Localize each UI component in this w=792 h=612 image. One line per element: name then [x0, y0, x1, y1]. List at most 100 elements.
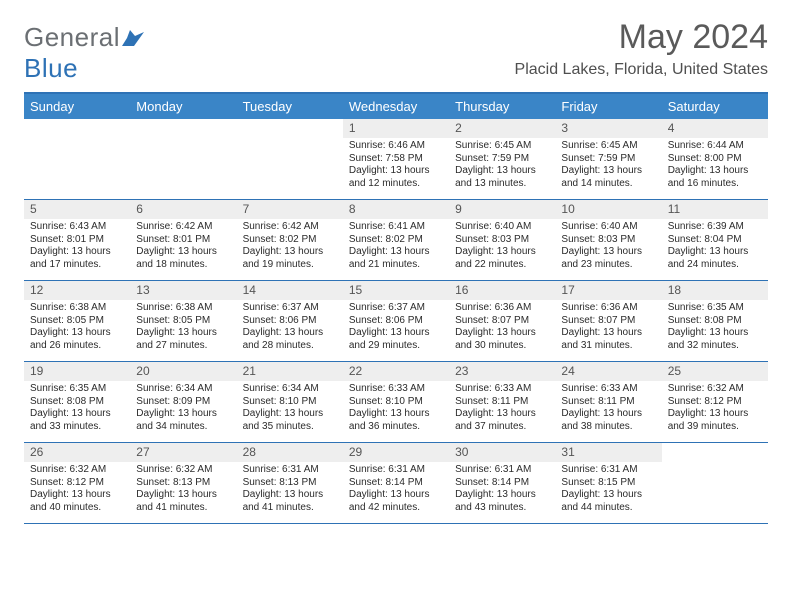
sunrise-line: Sunrise: 6:42 AM — [136, 221, 230, 234]
daylight-line: Daylight: 13 hours and 22 minutes. — [455, 246, 549, 271]
day-cell: 12Sunrise: 6:38 AMSunset: 8:05 PMDayligh… — [24, 281, 130, 361]
daylight-line: Daylight: 13 hours and 13 minutes. — [455, 165, 549, 190]
day-cell: 14Sunrise: 6:37 AMSunset: 8:06 PMDayligh… — [237, 281, 343, 361]
day-cell: 20Sunrise: 6:34 AMSunset: 8:09 PMDayligh… — [130, 362, 236, 442]
sunset-line: Sunset: 8:14 PM — [455, 477, 549, 490]
day-number: 29 — [343, 443, 449, 462]
day-of-week-header: SundayMondayTuesdayWednesdayThursdayFrid… — [24, 94, 768, 119]
sunset-line: Sunset: 8:10 PM — [243, 396, 337, 409]
dow-saturday: Saturday — [662, 94, 768, 119]
daylight-line: Daylight: 13 hours and 32 minutes. — [668, 327, 762, 352]
daylight-line: Daylight: 13 hours and 42 minutes. — [349, 489, 443, 514]
sunset-line: Sunset: 8:02 PM — [243, 234, 337, 247]
location: Placid Lakes, Florida, United States — [515, 61, 768, 79]
daylight-line: Daylight: 13 hours and 39 minutes. — [668, 408, 762, 433]
day-details: Sunrise: 6:38 AMSunset: 8:05 PMDaylight:… — [130, 302, 236, 352]
day-details: Sunrise: 6:38 AMSunset: 8:05 PMDaylight:… — [24, 302, 130, 352]
day-cell: 10 Sunrise: 6:40 AMSunset: 8:03 PMDayligh… — [555, 200, 661, 280]
day-number: 30 — [449, 443, 555, 462]
sunrise-line: Sunrise: 6:46 AM — [349, 140, 443, 153]
day-details: Sunrise: 6:32 AMSunset: 8:13 PMDaylight:… — [130, 464, 236, 514]
dow-friday: Friday — [555, 94, 661, 119]
day-details: Sunrise: 6:41 AMSunset: 8:02 PMDaylight:… — [343, 221, 449, 271]
sunrise-line: Sunrise: 6:32 AM — [30, 464, 124, 477]
daylight-line: Daylight: 13 hours and 14 minutes. — [561, 165, 655, 190]
daylight-line: Daylight: 13 hours and 36 minutes. — [349, 408, 443, 433]
sunrise-line: Sunrise: 6:37 AM — [243, 302, 337, 315]
sunset-line: Sunset: 8:01 PM — [30, 234, 124, 247]
day-cell: 25Sunrise: 6:32 AMSunset: 8:12 PMDayligh… — [662, 362, 768, 442]
day-details: Sunrise: 6:46 AMSunset: 7:58 PMDaylight:… — [343, 140, 449, 190]
day-cell: 4Sunrise: 6:44 AMSunset: 8:00 PMDaylight… — [662, 119, 768, 199]
day-details: Sunrise: 6:37 AMSunset: 8:06 PMDaylight:… — [237, 302, 343, 352]
sunset-line: Sunset: 7:59 PM — [455, 153, 549, 166]
day-number: 20 — [130, 362, 236, 381]
day-details: Sunrise: 6:32 AMSunset: 8:12 PMDaylight:… — [24, 464, 130, 514]
sunset-line: Sunset: 8:07 PM — [455, 315, 549, 328]
sunset-line: Sunset: 8:03 PM — [561, 234, 655, 247]
sunset-line: Sunset: 7:58 PM — [349, 153, 443, 166]
day-number: 8 — [343, 200, 449, 219]
day-number: 21 — [237, 362, 343, 381]
day-cell: 15Sunrise: 6:37 AMSunset: 8:06 PMDayligh… — [343, 281, 449, 361]
day-cell: 7Sunrise: 6:42 AMSunset: 8:02 PMDaylight… — [237, 200, 343, 280]
sunset-line: Sunset: 8:08 PM — [30, 396, 124, 409]
day-details: Sunrise: 6:40 AMSunset: 8:03 PMDaylight:… — [449, 221, 555, 271]
day-number: 4 — [662, 119, 768, 138]
day-details: Sunrise: 6:35 AMSunset: 8:08 PMDaylight:… — [24, 383, 130, 433]
dow-monday: Monday — [130, 94, 236, 119]
day-details: Sunrise: 6:45 AMSunset: 7:59 PMDaylight:… — [449, 140, 555, 190]
daylight-line: Daylight: 13 hours and 19 minutes. — [243, 246, 337, 271]
sunrise-line: Sunrise: 6:32 AM — [136, 464, 230, 477]
daylight-line: Daylight: 13 hours and 18 minutes. — [136, 246, 230, 271]
sunrise-line: Sunrise: 6:33 AM — [455, 383, 549, 396]
day-details: Sunrise: 6:33 AMSunset: 8:10 PMDaylight:… — [343, 383, 449, 433]
day-cell: 23Sunrise: 6:33 AMSunset: 8:11 PMDayligh… — [449, 362, 555, 442]
daylight-line: Daylight: 13 hours and 28 minutes. — [243, 327, 337, 352]
sunset-line: Sunset: 8:10 PM — [349, 396, 443, 409]
day-number: 10 — [555, 200, 661, 219]
day-number: 27 — [130, 443, 236, 462]
sunset-line: Sunset: 8:13 PM — [243, 477, 337, 490]
day-cell-empty — [237, 119, 343, 199]
daylight-line: Daylight: 13 hours and 30 minutes. — [455, 327, 549, 352]
sunset-line: Sunset: 8:12 PM — [668, 396, 762, 409]
sunrise-line: Sunrise: 6:40 AM — [561, 221, 655, 234]
day-cell: 5Sunrise: 6:43 AMSunset: 8:01 PMDaylight… — [24, 200, 130, 280]
day-details: Sunrise: 6:31 AMSunset: 8:14 PMDaylight:… — [343, 464, 449, 514]
week-row: 5Sunrise: 6:43 AMSunset: 8:01 PMDaylight… — [24, 200, 768, 281]
sunset-line: Sunset: 8:04 PM — [668, 234, 762, 247]
day-cell: 31Sunrise: 6:31 AMSunset: 8:15 PMDayligh… — [555, 443, 661, 523]
daylight-line: Daylight: 13 hours and 26 minutes. — [30, 327, 124, 352]
sunset-line: Sunset: 8:11 PM — [561, 396, 655, 409]
logo: General Blue — [24, 18, 144, 84]
day-number — [237, 119, 343, 138]
day-cell: 21Sunrise: 6:34 AMSunset: 8:10 PMDayligh… — [237, 362, 343, 442]
sunset-line: Sunset: 7:59 PM — [561, 153, 655, 166]
sunrise-line: Sunrise: 6:34 AM — [136, 383, 230, 396]
sunset-line: Sunset: 8:07 PM — [561, 315, 655, 328]
sunrise-line: Sunrise: 6:37 AM — [349, 302, 443, 315]
daylight-line: Daylight: 13 hours and 23 minutes. — [561, 246, 655, 271]
day-details: Sunrise: 6:31 AMSunset: 8:15 PMDaylight:… — [555, 464, 661, 514]
day-number — [130, 119, 236, 138]
day-details: Sunrise: 6:33 AMSunset: 8:11 PMDaylight:… — [449, 383, 555, 433]
day-cell: 11Sunrise: 6:39 AMSunset: 8:04 PMDayligh… — [662, 200, 768, 280]
daylight-line: Daylight: 13 hours and 41 minutes. — [243, 489, 337, 514]
day-cell: 17Sunrise: 6:36 AMSunset: 8:07 PMDayligh… — [555, 281, 661, 361]
day-details: Sunrise: 6:36 AMSunset: 8:07 PMDaylight:… — [555, 302, 661, 352]
day-cell-empty — [130, 119, 236, 199]
sunset-line: Sunset: 8:13 PM — [136, 477, 230, 490]
sunset-line: Sunset: 8:06 PM — [349, 315, 443, 328]
day-number: 16 — [449, 281, 555, 300]
sunset-line: Sunset: 8:01 PM — [136, 234, 230, 247]
day-cell-empty — [662, 443, 768, 523]
daylight-line: Daylight: 13 hours and 21 minutes. — [349, 246, 443, 271]
sunrise-line: Sunrise: 6:34 AM — [243, 383, 337, 396]
day-details: Sunrise: 6:31 AMSunset: 8:13 PMDaylight:… — [237, 464, 343, 514]
week-row: 12Sunrise: 6:38 AMSunset: 8:05 PMDayligh… — [24, 281, 768, 362]
day-cell-empty — [24, 119, 130, 199]
day-number: 3 — [555, 119, 661, 138]
day-details: Sunrise: 6:40 AMSunset: 8:03 PMDaylight:… — [555, 221, 661, 271]
dow-tuesday: Tuesday — [237, 94, 343, 119]
